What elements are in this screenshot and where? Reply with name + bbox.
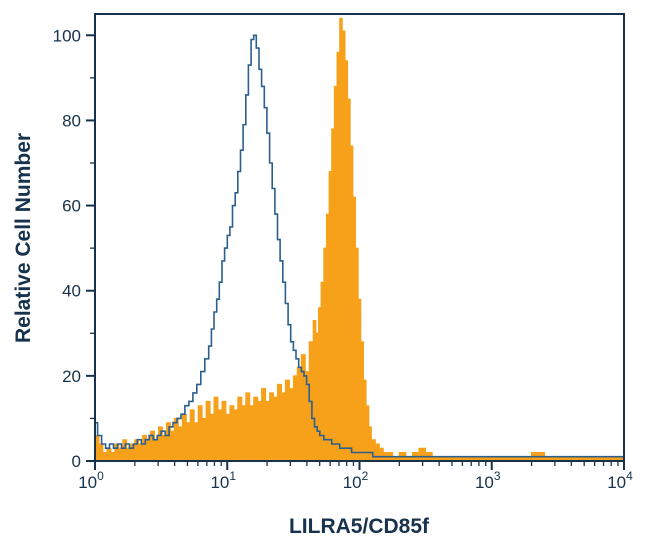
x-tick-label: 100 xyxy=(78,469,104,492)
series-open_outline_histogram xyxy=(95,34,624,458)
y-axis-label: Relative Cell Number xyxy=(12,133,35,343)
x-tick-label: 104 xyxy=(607,469,633,492)
y-tick-label: 0 xyxy=(72,452,81,471)
y-tick-label: 40 xyxy=(62,282,81,301)
series-filled_histogram xyxy=(95,17,624,461)
y-tick-label: 20 xyxy=(62,367,81,386)
x-tick-label: 101 xyxy=(210,469,236,492)
series-layer xyxy=(95,17,624,461)
y-tick-label: 80 xyxy=(62,111,81,130)
x-axis-label: LILRA5/CD85f xyxy=(289,515,430,538)
x-tick-label: 102 xyxy=(343,469,369,492)
y-tick-label: 100 xyxy=(53,26,81,45)
y-tick-label: 60 xyxy=(62,197,81,216)
x-tick-label: 103 xyxy=(475,469,501,492)
